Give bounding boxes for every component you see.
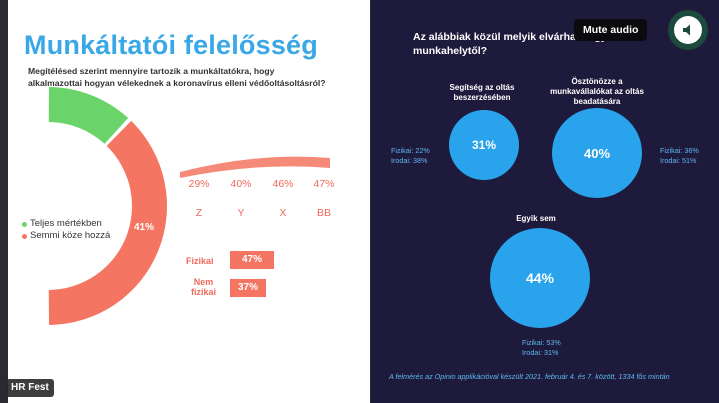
worktype-label-nemfizikai: Nem fizikai	[191, 277, 217, 297]
right-question: Az alábbiak közül melyik elvárható egy m…	[413, 31, 607, 57]
bubble-osztonozze: 40%	[552, 108, 642, 198]
gen-value-bb: 47%	[313, 178, 335, 190]
donut-chart	[48, 87, 168, 325]
slide-title: Munkáltatói felelősség	[24, 30, 318, 60]
bubble-label-egyik: Egyik sem	[516, 214, 556, 223]
bubble-label-osztonozze: Ösztönözze a munkavállalókat az oltás be…	[550, 77, 644, 106]
bubble-label-segitseg: Segítség az oltás beszerzésében	[449, 83, 515, 102]
worktype-bar-fizikai: 47%	[230, 251, 274, 269]
donut-label-teljes: 13%	[60, 152, 81, 163]
bubble-side-egyik: Fizikai: 53% Irodai: 31%	[522, 338, 561, 357]
mute-audio-button[interactable]	[668, 10, 708, 50]
slide-question: Megítélésed szerint mennyire tartozik a …	[28, 66, 326, 88]
donut-legend: Teljes mértékben Semmi köze hozzá	[22, 218, 110, 242]
generation-wave	[180, 156, 330, 178]
gen-value-y: 40%	[230, 178, 252, 190]
gen-label-z: Z	[195, 207, 203, 219]
gen-value-z: 29%	[188, 178, 210, 190]
footnote: A felmérés az Opinio applikációval készü…	[389, 372, 670, 381]
worktype-bar-nemfizikai: 37%	[230, 279, 266, 297]
bubble-side-segitseg: Fizikai: 22% Irodai: 38%	[391, 146, 430, 165]
gen-label-x: X	[279, 207, 287, 219]
worktype-label-fizikai: Fizikai	[186, 256, 214, 266]
legend-dot-green	[22, 221, 27, 227]
left-slide: Munkáltatói felelősség Megítélésed szeri…	[8, 0, 370, 403]
legend-label-teljes: Teljes mértékben	[30, 218, 102, 229]
donut-label-semmi: 41%	[134, 222, 155, 233]
gen-label-bb: BB	[316, 207, 331, 219]
gen-label-y: Y	[237, 207, 245, 219]
donut-segment-semmi	[48, 120, 168, 325]
mute-audio-tooltip: Mute audio	[574, 19, 648, 41]
gen-value-x: 46%	[272, 178, 294, 190]
speaker-icon	[674, 16, 702, 44]
legend-item-teljes: Teljes mértékben	[22, 218, 110, 230]
legend-dot-coral	[22, 233, 27, 239]
bubble-side-osztonozze: Fizikai: 36% Irodai: 51%	[660, 146, 699, 165]
bubble-egyik: 44%	[490, 228, 590, 328]
legend-item-semmi: Semmi köze hozzá	[22, 230, 110, 242]
donut-segment-teljes	[48, 87, 129, 144]
bubble-segitseg: 31%	[449, 110, 519, 180]
presenter-tag: HR Fest	[6, 379, 54, 397]
right-slide: Az alábbiak közül melyik elvárható egy m…	[371, 0, 719, 403]
legend-label-semmi: Semmi köze hozzá	[30, 230, 111, 241]
